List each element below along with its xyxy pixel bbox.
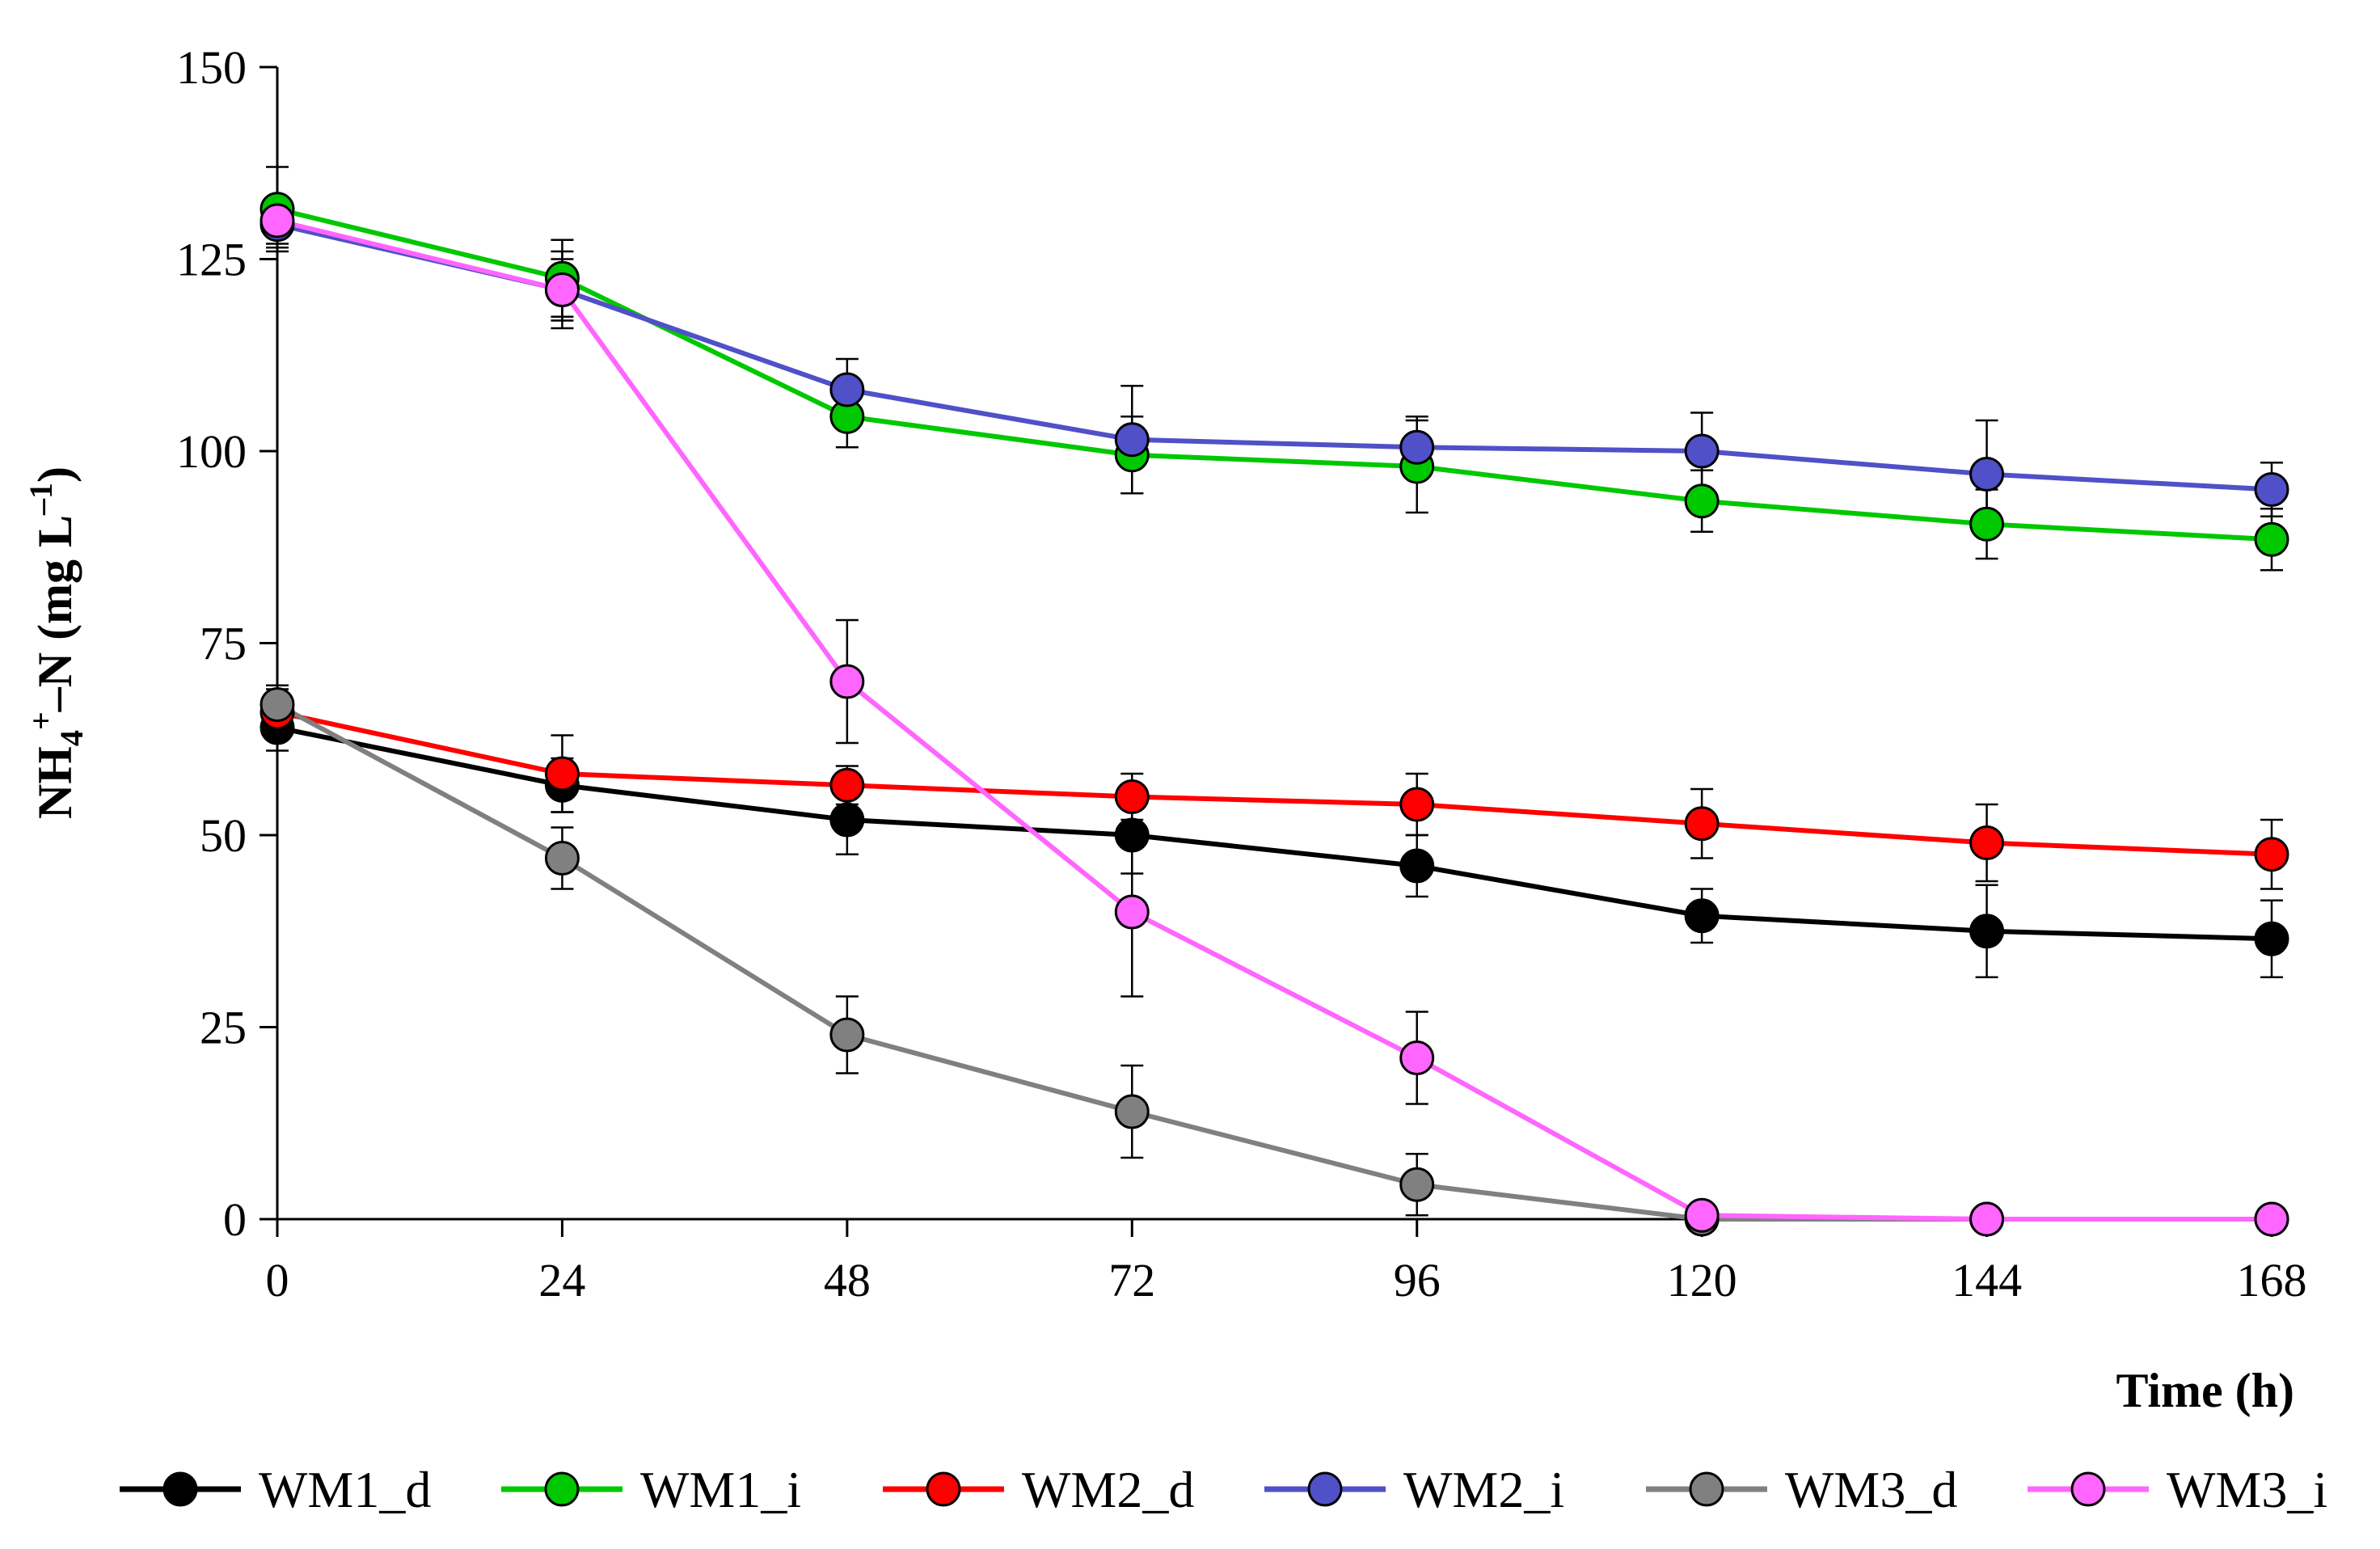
data-point-wm3-d	[829, 1017, 865, 1053]
legend-label: WM2_d	[1022, 1461, 1194, 1518]
series-lines	[276, 206, 2272, 1222]
x-tick-label: 48	[824, 1254, 871, 1306]
series-line-wm2-d	[276, 710, 2272, 857]
data-point-wm2-i	[1969, 457, 2005, 492]
data-point-wm2-d	[829, 767, 865, 803]
legend-item-wm1-i: WM1_i	[501, 1461, 801, 1518]
series-line-wm1-i	[276, 206, 2272, 542]
data-point-wm2-d	[1399, 787, 1435, 822]
x-tick-label: 72	[1108, 1254, 1155, 1306]
data-point-wm2-d	[2254, 837, 2289, 872]
data-point-wm2-d	[1969, 825, 2005, 860]
legend-marker	[1307, 1471, 1343, 1507]
y-tick-label: 50	[200, 809, 247, 862]
data-point-wm3-d	[544, 841, 580, 876]
y-tick-label: 100	[176, 425, 247, 478]
legend-marker	[926, 1471, 961, 1507]
data-point-wm2-i	[1684, 433, 1720, 469]
data-point-wm3-d	[1399, 1167, 1435, 1202]
x-tick-label: 168	[2237, 1254, 2307, 1306]
error-bars	[266, 166, 2283, 1217]
data-point-wm3-i	[1684, 1197, 1720, 1233]
x-tick-label: 144	[1952, 1254, 2022, 1306]
legend-label: WM3_i	[2167, 1461, 2327, 1518]
legend-label: WM2_i	[1403, 1461, 1564, 1518]
data-point-wm2-d	[544, 756, 580, 791]
series-markers	[260, 192, 2289, 1237]
data-point-wm1-d	[1114, 817, 1150, 853]
series-line-wm2-i	[276, 222, 2272, 492]
data-point-wm2-i	[829, 372, 865, 407]
data-point-wm3-i	[1114, 894, 1150, 930]
legend-item-wm2-d: WM2_d	[883, 1461, 1194, 1518]
data-point-wm3-i	[1399, 1040, 1435, 1075]
legend-marker	[162, 1471, 198, 1507]
data-point-wm3-d	[260, 687, 295, 722]
data-point-wm2-i	[1114, 422, 1150, 458]
y-axis-title-rest: –N (mg L	[28, 515, 82, 712]
x-tick-label: 120	[1667, 1254, 1737, 1306]
data-point-wm1-d	[1969, 914, 2005, 949]
y-tick-label: 75	[200, 618, 247, 670]
y-axis-title-base: NH	[28, 746, 82, 819]
legend-label: WM3_d	[1785, 1461, 1957, 1518]
data-point-wm3-i	[2254, 1201, 2289, 1237]
y-axis-title-sup2: –1	[23, 483, 59, 516]
data-point-wm1-i	[1684, 483, 1720, 519]
x-tick-label: 0	[266, 1254, 289, 1306]
y-axis-title: NH4+–N (mg L–1)	[23, 466, 90, 819]
x-tick-label: 24	[538, 1254, 585, 1306]
y-tick-label: 25	[200, 1002, 247, 1054]
data-point-wm1-d	[2254, 921, 2289, 956]
axes: 0 25 50 75 100 125 150 0 24 48 72 96 120 144 168	[176, 41, 2307, 1306]
x-tick-label: 96	[1394, 1254, 1441, 1306]
series-line-wm1-d	[276, 725, 2272, 942]
y-axis-title-sub: 4	[53, 730, 90, 746]
data-point-wm1-d	[829, 802, 865, 838]
legend: WM1_d WM1_i WM2_d WM2_i WM3_d WM3_i	[120, 1461, 2327, 1518]
legend-item-wm2-i: WM2_i	[1264, 1461, 1564, 1518]
data-point-wm2-d	[1114, 779, 1150, 814]
data-point-wm1-i	[1969, 506, 2005, 542]
y-tick-label: 150	[176, 41, 247, 94]
data-point-wm2-i	[1399, 429, 1435, 465]
data-point-wm3-i	[544, 272, 580, 307]
data-point-wm3-i	[829, 664, 865, 699]
legend-marker	[2070, 1471, 2106, 1507]
data-point-wm1-d	[1399, 848, 1435, 884]
legend-label: WM1_d	[259, 1461, 431, 1518]
y-axis-title-sup: +	[23, 711, 59, 730]
data-point-wm1-d	[1684, 898, 1720, 934]
data-point-wm2-d	[1684, 806, 1720, 842]
legend-item-wm3-d: WM3_d	[1646, 1461, 1957, 1518]
y-tick-label: 0	[223, 1193, 247, 1246]
data-point-wm3-d	[1114, 1094, 1150, 1129]
y-tick-label: 125	[176, 234, 247, 286]
data-point-wm1-i	[2254, 521, 2289, 557]
legend-item-wm1-d: WM1_d	[120, 1461, 431, 1518]
legend-marker	[544, 1471, 580, 1507]
legend-label: WM1_i	[640, 1461, 801, 1518]
data-point-wm3-i	[260, 203, 295, 238]
y-axis-title-close: )	[28, 466, 82, 483]
data-point-wm3-i	[1969, 1201, 2005, 1237]
series-line-wm3-i	[276, 218, 2272, 1222]
legend-marker	[1689, 1471, 1724, 1507]
x-axis-title: Time (h)	[2116, 1364, 2294, 1417]
data-point-wm2-i	[2254, 472, 2289, 507]
legend-item-wm3-i: WM3_i	[2028, 1461, 2327, 1518]
